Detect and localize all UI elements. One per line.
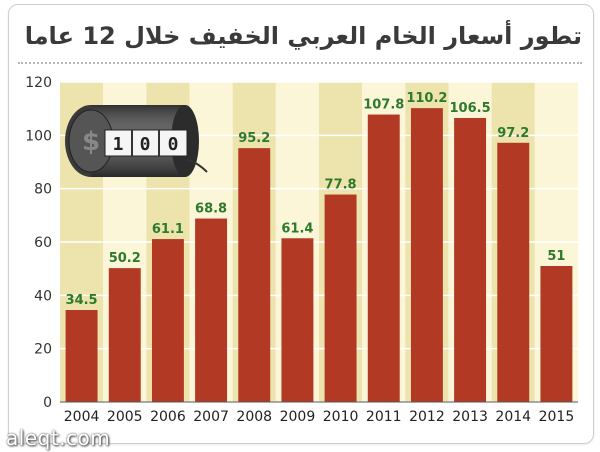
bar-2011 — [367, 114, 400, 403]
bar-2012 — [410, 108, 443, 402]
value-label: 77.8 — [325, 178, 357, 193]
value-label: 97.2 — [497, 126, 529, 141]
x-tick-label: 2010 — [323, 409, 359, 425]
value-label: 51 — [547, 249, 565, 264]
bar-2013 — [454, 118, 487, 402]
x-tick-label: 2015 — [539, 409, 575, 425]
odometer-digit: 1 — [113, 134, 124, 155]
y-tick-label: 120 — [25, 75, 52, 91]
bar-2004 — [65, 310, 98, 402]
x-tick-label: 2005 — [107, 409, 143, 425]
dollar-glyph: $ — [82, 127, 100, 157]
y-tick-label: 100 — [25, 128, 52, 144]
odometer-digit: 0 — [140, 134, 151, 155]
x-tick-label: 2009 — [280, 409, 316, 425]
bar-2007 — [195, 218, 228, 402]
x-tick-label: 2012 — [409, 409, 445, 425]
watermark: aleqt.com — [6, 426, 111, 450]
x-tick-label: 2006 — [150, 409, 186, 425]
value-label: 107.8 — [363, 98, 404, 113]
y-tick-label: 60 — [34, 235, 52, 251]
bars — [65, 108, 573, 403]
y-tick-label: 0 — [43, 395, 52, 411]
x-axis-labels: 2004 2005 2006 2007 2008 2009 2010 2011 2012 2013… — [64, 409, 574, 425]
value-label: 95.2 — [238, 131, 270, 146]
x-tick-label: 2013 — [452, 409, 488, 425]
oil-barrel-odometer-icon: $ 1 0 0 — [65, 105, 208, 177]
x-tick-label: 2014 — [495, 409, 531, 425]
bar-2009 — [281, 238, 314, 402]
y-tick-label: 20 — [34, 342, 52, 358]
bar-2008 — [238, 148, 271, 402]
value-label: 50.2 — [109, 251, 141, 266]
value-label: 68.8 — [195, 202, 227, 217]
value-label: 110.2 — [406, 91, 447, 106]
chart-title: تطور أسعار الخام العربي الخفيف خلال 12 ع… — [24, 22, 582, 50]
odometer-digit: 0 — [168, 134, 179, 155]
value-label: 34.5 — [66, 293, 98, 308]
x-tick-label: 2007 — [193, 409, 229, 425]
bar-2006 — [151, 239, 184, 402]
bar-2010 — [324, 194, 357, 402]
x-tick-label: 2011 — [366, 409, 402, 425]
x-tick-label: 2008 — [236, 409, 272, 425]
title-divider — [18, 62, 582, 64]
bar-2015 — [540, 266, 573, 402]
y-tick-label: 40 — [34, 288, 52, 304]
value-label: 61.1 — [152, 222, 184, 237]
x-tick-label: 2004 — [64, 409, 100, 425]
bar-2014 — [497, 142, 530, 403]
value-label: 61.4 — [281, 221, 313, 236]
y-axis-labels: 0 20 40 60 80 100 120 — [25, 75, 52, 411]
value-label: 106.5 — [450, 101, 491, 116]
y-tick-label: 80 — [34, 182, 52, 198]
bar-2005 — [108, 268, 141, 402]
